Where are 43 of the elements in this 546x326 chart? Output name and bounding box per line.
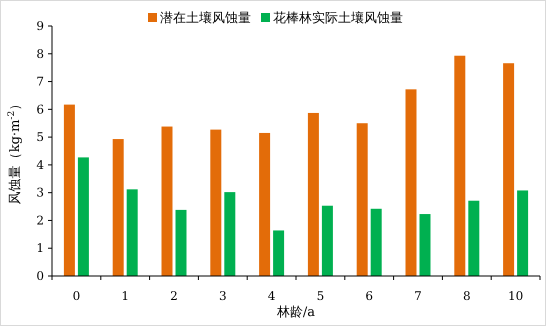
y-tick-label: 4 bbox=[36, 158, 44, 172]
bar bbox=[503, 63, 514, 276]
bar bbox=[454, 56, 466, 276]
legend-label: 潜在土壤风蚀量 bbox=[160, 11, 251, 26]
legend-label: 花棒林实际土壤风蚀量 bbox=[273, 11, 403, 26]
bar bbox=[162, 126, 172, 276]
bar bbox=[308, 112, 319, 276]
y-tick-label: 1 bbox=[36, 241, 44, 256]
bar bbox=[210, 130, 222, 276]
bar bbox=[406, 89, 416, 276]
x-tick-label: 3 bbox=[218, 289, 227, 303]
x-tick-label: 6 bbox=[365, 289, 374, 303]
y-tick-label: 6 bbox=[36, 102, 44, 116]
y-tick-label: 0 bbox=[36, 269, 44, 283]
x-axis-title: 林龄/a bbox=[276, 305, 316, 320]
bar bbox=[259, 132, 270, 276]
y-tick-label: 9 bbox=[36, 19, 44, 33]
bar bbox=[273, 230, 284, 276]
bar bbox=[224, 192, 236, 276]
x-tick-label: 0 bbox=[72, 289, 80, 303]
y-tick-label: 7 bbox=[36, 74, 44, 89]
bar bbox=[420, 214, 430, 276]
x-tick-label: 5 bbox=[316, 289, 324, 303]
y-tick-label: 2 bbox=[36, 213, 44, 228]
bar bbox=[370, 208, 382, 276]
x-tick-label: 8 bbox=[462, 289, 471, 303]
bar bbox=[64, 104, 75, 276]
bar bbox=[176, 210, 186, 276]
x-tick-label: 1 bbox=[121, 289, 130, 303]
bar bbox=[468, 200, 480, 276]
x-tick-label: 4 bbox=[268, 289, 276, 303]
bar bbox=[126, 189, 138, 276]
bar bbox=[112, 139, 124, 276]
x-tick-label: 10 bbox=[508, 289, 524, 303]
bar bbox=[517, 190, 528, 276]
y-tick-label: 8 bbox=[36, 46, 44, 61]
bar bbox=[322, 206, 333, 276]
x-tick-label: 7 bbox=[414, 289, 422, 303]
y-tick-label: 5 bbox=[36, 130, 44, 144]
x-tick-label: 2 bbox=[170, 289, 178, 303]
y-tick-label: 3 bbox=[36, 186, 44, 200]
bar bbox=[356, 123, 368, 276]
bar bbox=[78, 157, 89, 276]
